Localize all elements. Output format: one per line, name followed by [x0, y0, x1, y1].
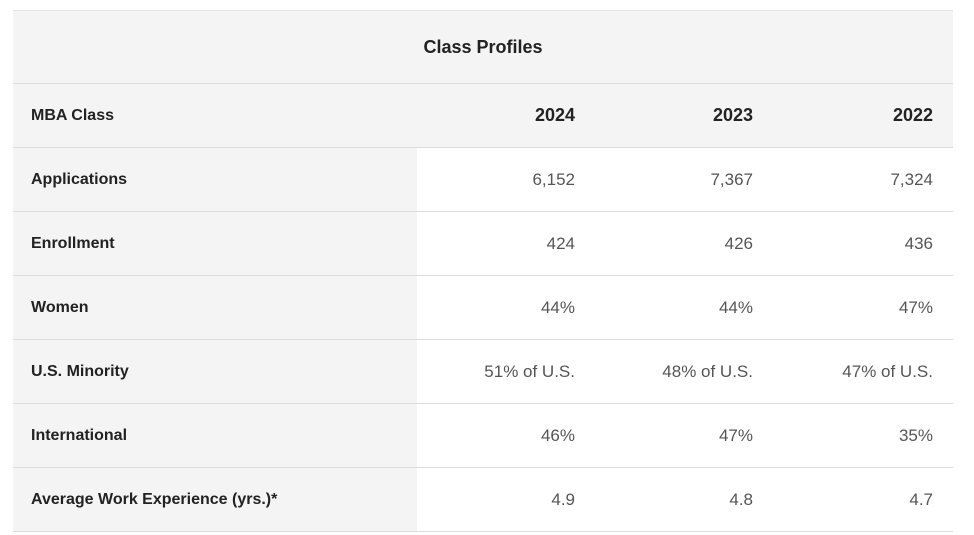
table-row-enrollment: Enrollment 424 426 436	[13, 211, 953, 276]
cell-value: 44%	[417, 275, 595, 340]
row-label: Enrollment	[13, 211, 417, 276]
cell-value: 46%	[417, 403, 595, 468]
cell-value: 6,152	[417, 147, 595, 212]
cell-value: 47%	[595, 403, 773, 468]
row-label: Applications	[13, 147, 417, 212]
row-label: Women	[13, 275, 417, 340]
row-label: U.S. Minority	[13, 339, 417, 404]
cell-value: 48% of U.S.	[595, 339, 773, 404]
row-label: Average Work Experience (yrs.)*	[13, 467, 417, 532]
header-label: MBA Class	[13, 83, 417, 148]
cell-value: 47% of U.S.	[773, 339, 953, 404]
cell-value: 44%	[595, 275, 773, 340]
table-row-international: International 46% 47% 35%	[13, 403, 953, 468]
cell-value: 7,367	[595, 147, 773, 212]
table-row-applications: Applications 6,152 7,367 7,324	[13, 147, 953, 212]
cell-value: 51% of U.S.	[417, 339, 595, 404]
cell-value: 7,324	[773, 147, 953, 212]
row-label: International	[13, 403, 417, 468]
cell-value: 4.8	[595, 467, 773, 532]
cell-value: 436	[773, 211, 953, 276]
header-year-2022: 2022	[773, 83, 953, 148]
table-row-women: Women 44% 44% 47%	[13, 275, 953, 340]
cell-value: 426	[595, 211, 773, 276]
cell-value: 424	[417, 211, 595, 276]
table-title: Class Profiles	[13, 10, 953, 84]
class-profiles-table: Class Profiles MBA Class 2024 2023 2022 …	[13, 10, 953, 532]
class-profiles-table-container: Class Profiles MBA Class 2024 2023 2022 …	[13, 10, 953, 532]
cell-value: 47%	[773, 275, 953, 340]
table-row-average-work-experience: Average Work Experience (yrs.)* 4.9 4.8 …	[13, 467, 953, 532]
table-title-row: Class Profiles	[13, 10, 953, 84]
header-year-2023: 2023	[595, 83, 773, 148]
table-row-us-minority: U.S. Minority 51% of U.S. 48% of U.S. 47…	[13, 339, 953, 404]
cell-value: 35%	[773, 403, 953, 468]
cell-value: 4.9	[417, 467, 595, 532]
table-header-row: MBA Class 2024 2023 2022	[13, 83, 953, 148]
header-year-2024: 2024	[417, 83, 595, 148]
cell-value: 4.7	[773, 467, 953, 532]
